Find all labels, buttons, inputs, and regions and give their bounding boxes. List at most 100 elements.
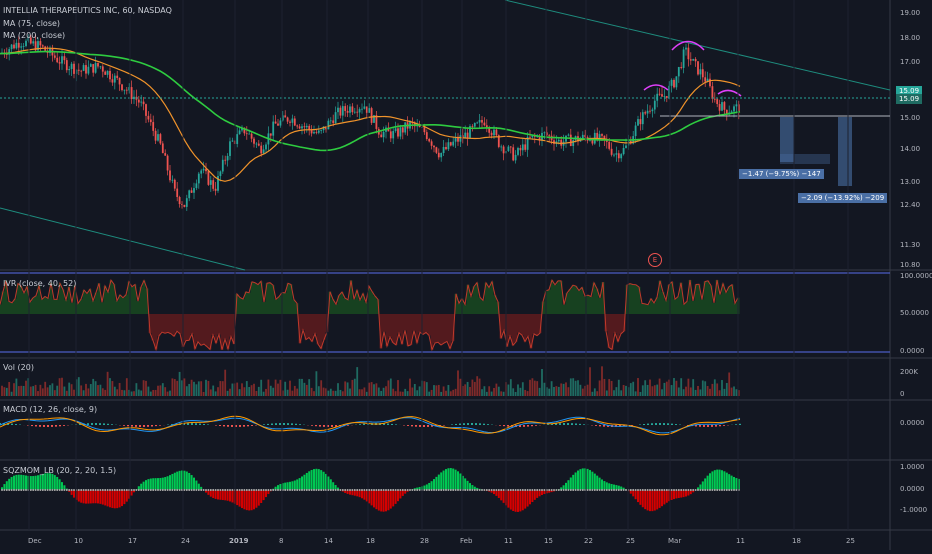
squeeze-bar <box>85 490 87 504</box>
candle-body <box>517 148 519 155</box>
volume-bar <box>157 386 159 396</box>
candle-body <box>162 143 164 153</box>
measure-label-1[interactable]: −1.47 (−9.75%) −147 <box>739 169 824 179</box>
volume-bar <box>496 384 498 396</box>
squeeze-dot <box>239 489 241 491</box>
squeeze-bar <box>174 473 176 490</box>
vol-legend[interactable]: Vol (20) <box>3 363 34 372</box>
candle-body <box>455 138 457 142</box>
squeeze-bar <box>30 476 32 490</box>
volume-bar <box>20 386 22 396</box>
volume-bar <box>582 389 584 396</box>
squeeze-bar <box>80 490 82 503</box>
volume-bar <box>500 391 502 396</box>
ma75-legend[interactable]: MA (75, close) <box>3 19 60 28</box>
squeeze-bar <box>145 480 147 490</box>
ma200-legend[interactable]: MA (200, close) <box>3 31 65 40</box>
squeeze-bar <box>11 477 13 490</box>
candle-body <box>354 112 356 113</box>
volume-bar <box>642 385 644 396</box>
candle-body <box>124 90 126 91</box>
candle-body <box>491 133 493 135</box>
candle-body <box>493 130 495 136</box>
macd-legend[interactable]: MACD (12, 26, close, 9) <box>3 405 97 414</box>
squeeze-bar <box>176 472 178 490</box>
candle-body <box>344 106 346 111</box>
volume-bar <box>407 391 409 396</box>
candle-body <box>157 134 159 141</box>
candle-body <box>83 65 85 71</box>
candle-body <box>227 156 229 160</box>
candle-body <box>376 115 378 129</box>
candle-body <box>164 153 166 156</box>
volume-bar <box>328 391 330 396</box>
squeeze-bar <box>519 490 521 511</box>
volume-bar <box>210 389 212 396</box>
volume-bar <box>726 383 728 396</box>
candle-body <box>464 133 466 138</box>
candle-body <box>212 180 214 189</box>
volume-bar <box>608 379 610 396</box>
volume-bar <box>719 390 721 396</box>
squeeze-dot <box>733 489 735 491</box>
volume-bar <box>205 380 207 396</box>
ma75-line <box>0 48 740 181</box>
candle-body <box>167 156 169 171</box>
squeeze-bar <box>47 473 49 490</box>
squeeze-dot <box>30 489 32 491</box>
measure-label-2[interactable]: −2.09 (−13.92%) −209 <box>798 193 887 203</box>
volume-bar <box>700 389 702 396</box>
candle-body <box>654 101 656 110</box>
volume-bar <box>304 383 306 396</box>
candle-body <box>304 126 306 127</box>
sqz-legend[interactable]: SQZMOM_LB (20, 2, 20, 1.5) <box>3 466 116 475</box>
squeeze-bar <box>255 490 257 508</box>
candle-body <box>510 147 512 148</box>
squeeze-dot <box>215 489 217 491</box>
squeeze-bar <box>702 481 704 490</box>
squeeze-bar <box>320 470 322 490</box>
candle-body <box>445 147 447 149</box>
volume-bar <box>164 387 166 396</box>
volume-bar <box>426 382 428 396</box>
volume-bar <box>373 384 375 396</box>
squeeze-dot <box>520 489 522 491</box>
candle-body <box>721 102 723 111</box>
chart-title: INTELLIA THERAPEUTICS INC, 60, NASDAQ <box>3 6 172 15</box>
squeeze-bar <box>327 476 329 490</box>
volume-bar <box>580 385 582 396</box>
volume-bar <box>448 385 450 396</box>
volume-bar <box>145 381 147 396</box>
candle-body <box>203 169 205 171</box>
earnings-marker[interactable]: E <box>648 253 662 267</box>
time-axis-label: 24 <box>181 537 190 545</box>
volume-bar <box>186 386 188 396</box>
squeeze-dot <box>52 489 54 491</box>
candle-body <box>656 94 658 101</box>
squeeze-dot <box>457 489 459 491</box>
squeeze-bar <box>534 490 536 500</box>
squeeze-dot <box>138 489 140 491</box>
squeeze-bar <box>438 475 440 490</box>
squeeze-dot <box>150 489 152 491</box>
squeeze-dot <box>380 489 382 491</box>
squeeze-bar <box>390 490 392 509</box>
squeeze-bar <box>229 490 231 501</box>
ivr-legend[interactable]: IVR (close, 40, 52) <box>3 279 76 288</box>
candle-body <box>724 102 726 110</box>
squeeze-dot <box>248 489 250 491</box>
candle-body <box>558 140 560 142</box>
squeeze-dot <box>524 489 526 491</box>
squeeze-dot <box>664 489 666 491</box>
volume-bar <box>140 390 142 396</box>
volume-bar <box>292 391 294 396</box>
volume-bar <box>61 378 63 396</box>
squeeze-dot <box>4 489 6 491</box>
candle-body <box>258 144 260 146</box>
volume-bar <box>488 386 490 396</box>
squeeze-dot <box>640 489 642 491</box>
volume-bar <box>671 385 673 396</box>
time-axis-label: 11 <box>736 537 745 545</box>
